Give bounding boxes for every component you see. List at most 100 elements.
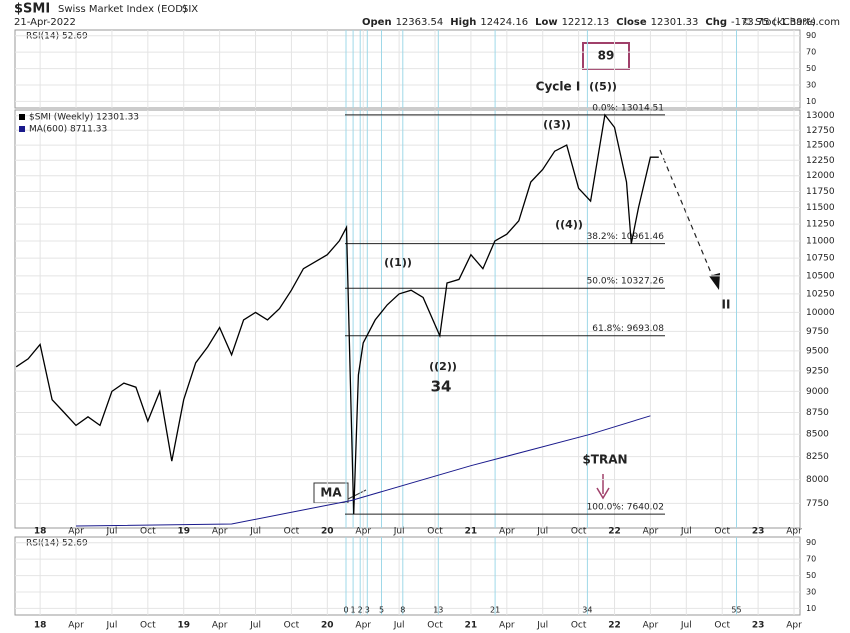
x-tick-label: 20 [321,621,334,631]
x-tick-label: Jul [393,527,405,537]
y-tick-label: 9250 [806,366,829,376]
x-tick-label: Jul [536,527,548,537]
x-tick-label: 20 [321,527,334,537]
x-tick-label: Jul [249,621,261,631]
quote-key: Close [616,17,647,28]
x-tick-label: Oct [140,527,156,537]
x-tick-label: 19 [177,527,190,537]
annotation: 34 [431,378,452,396]
x-tick-label: Jul [105,621,117,631]
quote-key: High [450,17,476,28]
x-tick-label: 22 [608,621,621,631]
y-tick-label: 12500 [806,141,835,151]
x-tick-label: Apr [499,527,515,537]
x-tick-label: Oct [714,621,730,631]
x-tick-label: 21 [465,527,478,537]
y-tick-label: 8000 [806,475,829,485]
rsi-tick-label: 10 [806,97,816,106]
x-tick-label: Oct [571,621,587,631]
rsi-tick-label: 90 [806,31,816,40]
x-tick-label: Apr [212,527,228,537]
x-tick-label: Apr [212,621,228,631]
exchange: SIX [182,4,198,15]
legend-label: $SMI (Weekly) 12301.33 [29,113,139,123]
annotation: $TRAN [582,453,627,467]
fib-label: 50.0%: 10327.26 [587,277,665,287]
price-line [75,415,651,527]
credit: © StockCharts.com [742,17,840,28]
x-tick-label: Oct [427,621,443,631]
x-tick-label: 18 [34,527,47,537]
y-tick-label: 8250 [806,452,829,462]
x-tick-label: Jul [680,621,692,631]
x-tick-label: Jul [249,527,261,537]
legend-label: MA(600) 8711.33 [29,125,107,135]
y-tick-label: 9750 [806,327,829,337]
rsi-tick-label: 90 [806,538,816,547]
rsi-tick-label: 50 [806,571,816,580]
x-tick-label: Jul [680,527,692,537]
arrow-head [709,273,720,290]
x-tick-label: Oct [427,527,443,537]
rsi-label: RSI(14) 52.69 [26,539,88,549]
y-tick-label: 12000 [806,171,835,181]
y-tick-label: 11250 [806,220,835,230]
x-tick-label: 19 [177,621,190,631]
x-tick-label: Apr [68,527,84,537]
annotation: MA [320,486,342,500]
y-tick-label: 10750 [806,254,835,264]
time-zone-label: 34 [582,606,592,615]
x-tick-label: Oct [140,621,156,631]
x-tick-label: Apr [355,527,371,537]
quote-key: Open [362,17,392,28]
y-tick-label: 11750 [806,187,835,197]
y-tick-label: 13000 [806,111,835,121]
y-tick-label: 12750 [806,126,835,136]
rsi-tick-label: 30 [806,588,816,597]
annotation: Cycle I [536,80,581,94]
rsi-label: RSI(14) 52.69 [26,32,88,42]
quote-value: 12424.16 [480,17,528,28]
rsi-tick-label: 30 [806,81,816,90]
x-tick-label: Oct [284,527,300,537]
tran-arrow [596,474,610,500]
time-zone-label: 1 [351,606,356,615]
cycle-box [582,42,630,70]
y-tick-label: 7750 [806,499,829,509]
x-tick-label: 22 [608,527,621,537]
quote-value: -173.75 (-1.39%) [731,17,816,28]
time-zone-label: 55 [731,606,741,615]
quote-value: 12301.33 [651,17,699,28]
symbol: $SMI [14,2,50,17]
fib-label: 100.0%: 7640.02 [587,503,664,513]
index-name: Swiss Market Index (EOD) [58,4,187,15]
y-tick-label: 9500 [806,346,829,356]
time-zone-label: 5 [379,606,384,615]
fib-label: 61.8%: 9693.08 [592,324,664,334]
legend-swatch [19,126,25,132]
x-tick-label: Jul [393,621,405,631]
annotation: ((5)) [589,80,617,93]
x-tick-label: 18 [34,621,47,631]
rsi-tick-label: 10 [806,604,816,613]
y-tick-label: 12250 [806,156,835,166]
x-tick-label: 21 [465,621,478,631]
y-tick-label: 10250 [806,289,835,299]
y-tick-label: 11000 [806,236,835,246]
time-zone-label: 21 [490,606,500,615]
y-tick-label: 10000 [806,308,835,318]
time-zone-label: 8 [400,606,405,615]
legend-swatch [19,114,25,120]
rsi-tick-label: 50 [806,64,816,73]
x-tick-label: Oct [714,527,730,537]
quote-key: Chg [705,17,727,28]
x-tick-label: Jul [105,527,117,537]
time-zone-label: 0 [343,606,348,615]
price-panel [14,109,801,529]
annotation: II [722,298,731,312]
fib-label: 38.2%: 10961.46 [587,232,665,242]
x-tick-label: Oct [284,621,300,631]
time-zone-label: 3 [365,606,370,615]
x-tick-label: 23 [752,621,765,631]
